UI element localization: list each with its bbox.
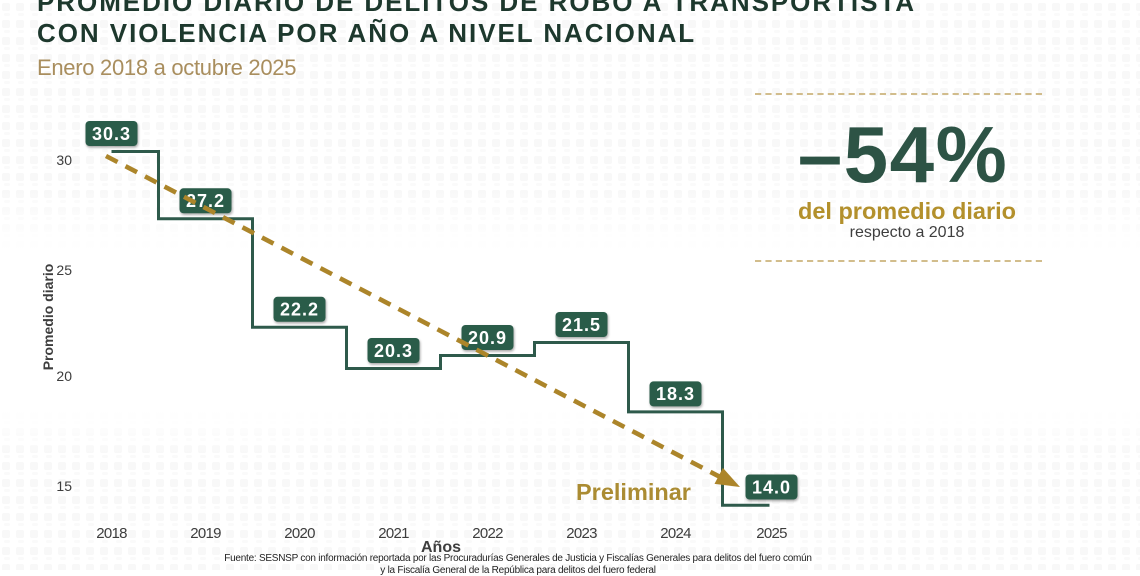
svg-text:27.2: 27.2 xyxy=(186,191,225,211)
svg-text:20.3: 20.3 xyxy=(374,341,413,361)
svg-text:14.0: 14.0 xyxy=(752,477,791,497)
svg-text:20.9: 20.9 xyxy=(468,328,507,348)
svg-text:21.5: 21.5 xyxy=(562,315,601,335)
svg-text:22.2: 22.2 xyxy=(280,300,319,320)
svg-text:Promedio diario: Promedio diario xyxy=(40,264,56,371)
svg-text:18.3: 18.3 xyxy=(656,384,695,404)
svg-text:30.3: 30.3 xyxy=(92,124,131,144)
